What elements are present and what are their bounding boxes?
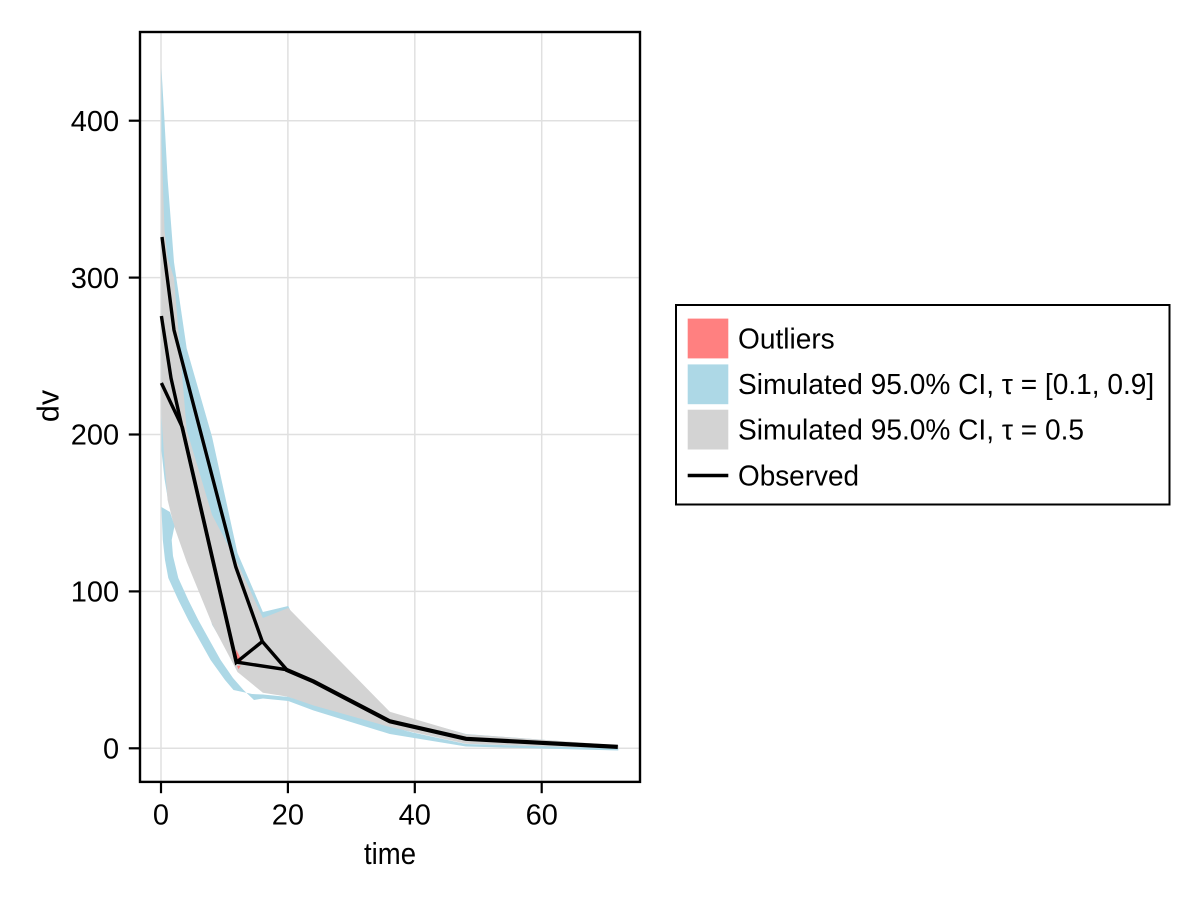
svg-text:dv: dv xyxy=(32,389,66,422)
svg-text:0: 0 xyxy=(153,800,169,832)
svg-text:300: 300 xyxy=(71,263,119,295)
svg-text:Simulated 95.0% CI, τ = [0.1,: Simulated 95.0% CI, τ = [0.1, 0.9] xyxy=(738,369,1154,401)
svg-text:40: 40 xyxy=(399,800,431,832)
svg-text:200: 200 xyxy=(71,420,119,452)
svg-text:60: 60 xyxy=(526,800,558,832)
svg-text:0: 0 xyxy=(103,734,119,766)
svg-text:400: 400 xyxy=(71,106,119,138)
svg-text:Outliers: Outliers xyxy=(738,324,835,356)
svg-text:Simulated 95.0% CI, τ = 0.5: Simulated 95.0% CI, τ = 0.5 xyxy=(738,414,1084,446)
svg-text:time: time xyxy=(364,837,416,871)
svg-text:20: 20 xyxy=(272,800,304,832)
svg-text:Observed: Observed xyxy=(738,461,859,493)
svg-text:100: 100 xyxy=(71,577,119,609)
